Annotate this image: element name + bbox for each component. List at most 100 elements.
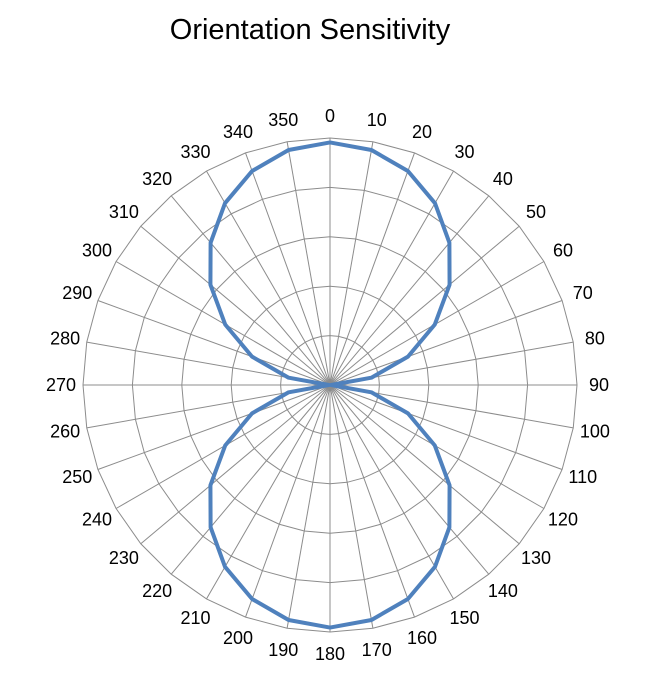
tick-label: 90 xyxy=(589,375,609,395)
data-point xyxy=(251,598,253,600)
grid-spoke xyxy=(170,195,331,386)
grid-spoke xyxy=(329,384,374,629)
data-point xyxy=(434,323,436,325)
data-point xyxy=(407,598,409,600)
tick-label: 160 xyxy=(407,628,437,648)
grid-spoke xyxy=(245,152,331,386)
grid-spoke xyxy=(329,384,520,545)
tick-label: 110 xyxy=(568,467,597,487)
tick-label: 170 xyxy=(362,640,392,660)
data-point xyxy=(224,202,226,204)
tick-label: 0 xyxy=(325,106,335,126)
grid-spoke xyxy=(329,195,490,386)
grid-spoke xyxy=(170,384,331,575)
grid-spoke xyxy=(286,384,331,629)
tick-label: 310 xyxy=(109,202,139,222)
data-point xyxy=(224,445,226,447)
grid-spoke xyxy=(329,170,454,386)
data-point xyxy=(449,484,451,486)
tick-label: 130 xyxy=(521,548,551,568)
grid-spoke xyxy=(329,225,520,386)
data-point xyxy=(288,619,290,621)
tick-label: 320 xyxy=(142,169,172,189)
tick-label: 230 xyxy=(109,548,139,568)
grid-spoke xyxy=(329,384,454,600)
tick-label: 40 xyxy=(493,169,513,189)
tick-label: 70 xyxy=(573,283,593,303)
grid-spoke xyxy=(206,170,331,386)
tick-label: 330 xyxy=(180,142,210,162)
grid-spoke xyxy=(286,141,331,386)
tick-label: 340 xyxy=(223,122,253,142)
chart-title: Orientation Sensitivity xyxy=(170,14,451,46)
data-point xyxy=(224,566,226,568)
data-point xyxy=(407,356,409,358)
tick-label: 190 xyxy=(268,640,298,660)
data-point xyxy=(370,619,372,621)
grid-spoke xyxy=(329,384,490,575)
tick-label: 210 xyxy=(180,608,210,628)
tick-label: 120 xyxy=(548,510,578,530)
data-point xyxy=(370,391,372,393)
tick-label: 30 xyxy=(454,142,474,162)
data-point xyxy=(288,149,290,151)
data-point xyxy=(329,627,331,629)
grid-spoke xyxy=(245,384,331,618)
data-point xyxy=(434,202,436,204)
tick-label: 150 xyxy=(449,608,479,628)
data-point xyxy=(210,526,212,528)
tick-label: 350 xyxy=(268,110,298,130)
data-point xyxy=(434,445,436,447)
data-point xyxy=(448,242,450,244)
tick-label: 140 xyxy=(488,581,518,601)
grid-spoke xyxy=(140,225,331,386)
data-point xyxy=(209,484,211,486)
data-point xyxy=(288,391,290,393)
tick-label: 280 xyxy=(50,328,80,348)
tick-label: 300 xyxy=(82,241,112,261)
tick-label: 260 xyxy=(50,422,80,442)
data-point xyxy=(407,170,409,172)
grid-spoke xyxy=(329,384,415,618)
data-point xyxy=(288,377,290,379)
tick-label: 290 xyxy=(62,283,92,303)
data-point xyxy=(329,141,331,143)
tick-label: 250 xyxy=(62,467,92,487)
data-point xyxy=(210,242,212,244)
tick-label: 60 xyxy=(553,241,573,261)
tick-label: 10 xyxy=(367,110,387,130)
tick-label: 80 xyxy=(585,328,605,348)
data-point xyxy=(370,149,372,151)
series-layer xyxy=(208,140,452,630)
data-point xyxy=(448,526,450,528)
tick-label: 20 xyxy=(412,122,432,142)
tick-label: 270 xyxy=(46,375,76,395)
grid-spoke xyxy=(329,384,563,470)
tick-label: 50 xyxy=(526,202,546,222)
data-point xyxy=(407,412,409,414)
data-point xyxy=(224,323,226,325)
data-point xyxy=(434,566,436,568)
grid-spoke xyxy=(97,384,331,470)
data-point xyxy=(370,377,372,379)
data-point xyxy=(251,412,253,414)
data-point xyxy=(251,356,253,358)
grid-spoke xyxy=(329,152,415,386)
tick-label: 100 xyxy=(580,422,610,442)
data-point xyxy=(449,284,451,286)
grid-spoke xyxy=(97,300,331,386)
tick-label: 200 xyxy=(223,628,253,648)
grid-spoke xyxy=(140,384,331,545)
grid-spoke xyxy=(329,300,563,386)
tick-label: 180 xyxy=(315,644,345,664)
tick-label: 240 xyxy=(82,510,112,530)
tick-label: 220 xyxy=(142,581,172,601)
data-point xyxy=(328,384,330,386)
data-point xyxy=(251,170,253,172)
grid-spoke xyxy=(329,141,374,386)
grid-spoke xyxy=(206,384,331,600)
data-point xyxy=(209,284,211,286)
